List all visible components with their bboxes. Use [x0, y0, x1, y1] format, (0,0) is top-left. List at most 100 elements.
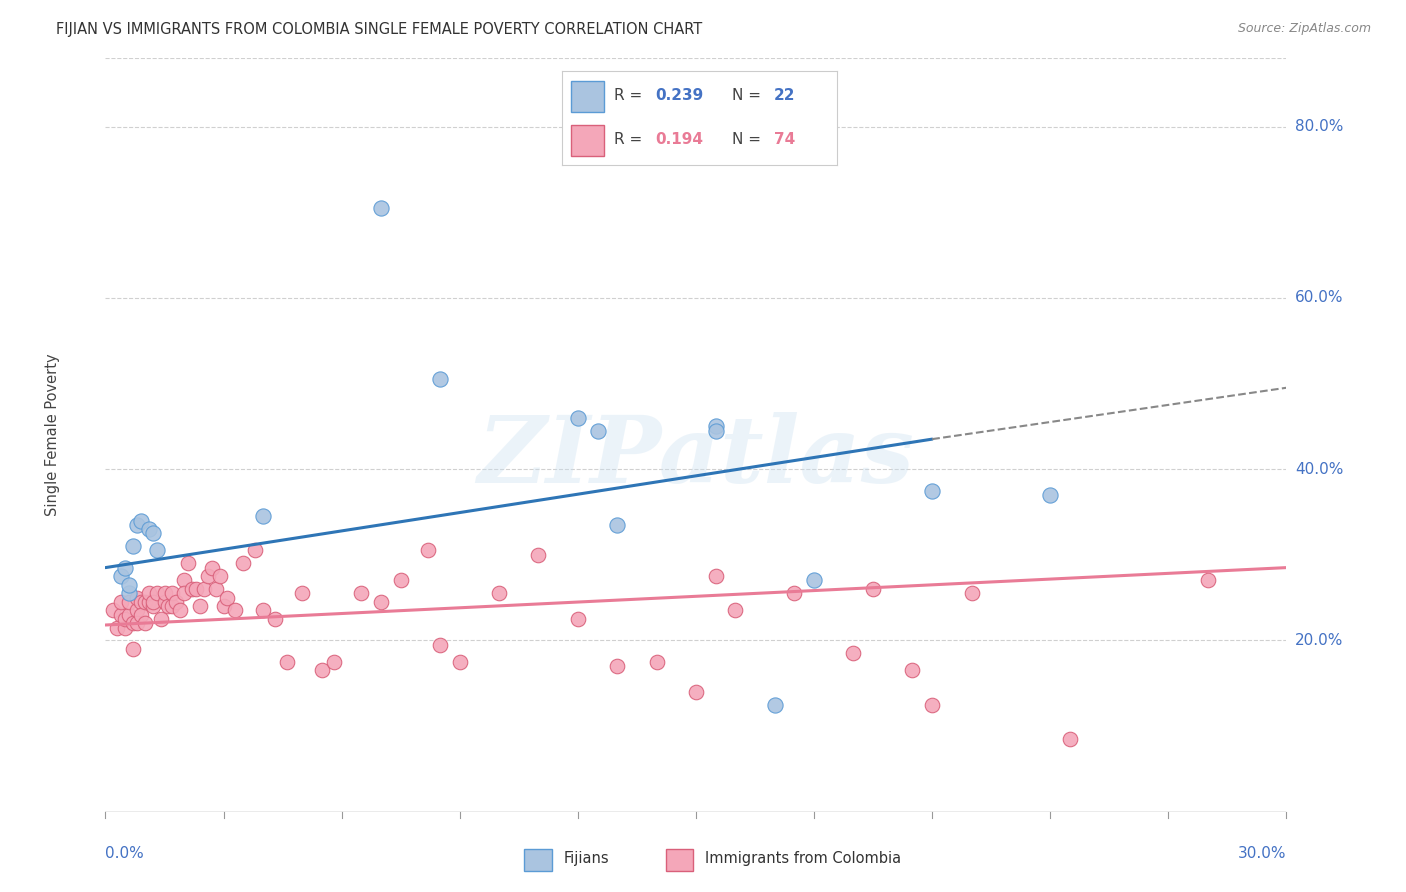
Point: [134, 616, 156, 631]
Point: [1039, 488, 1062, 502]
Point: [129, 595, 152, 609]
Point: [921, 698, 943, 712]
Point: [118, 586, 141, 600]
Text: N =: N =: [733, 132, 766, 147]
Text: 0.194: 0.194: [655, 132, 703, 147]
Point: [118, 595, 141, 609]
Point: [149, 612, 172, 626]
Point: [142, 595, 165, 609]
Text: 74: 74: [773, 132, 794, 147]
Point: [103, 603, 125, 617]
Text: FIJIAN VS IMMIGRANTS FROM COLOMBIA SINGLE FEMALE POVERTY CORRELATION CHART: FIJIAN VS IMMIGRANTS FROM COLOMBIA SINGL…: [56, 22, 703, 37]
Point: [1059, 731, 1081, 746]
Point: [488, 586, 510, 600]
Point: [184, 582, 207, 596]
Point: [157, 599, 180, 614]
Point: [606, 517, 628, 532]
Point: [110, 569, 132, 583]
Point: [567, 612, 589, 626]
Bar: [571, 125, 603, 156]
Text: R =: R =: [614, 132, 648, 147]
Text: Single Female Poverty: Single Female Poverty: [45, 353, 60, 516]
Point: [122, 616, 145, 631]
Point: [370, 201, 392, 215]
Point: [263, 612, 285, 626]
Point: [173, 586, 195, 600]
Point: [960, 586, 983, 600]
Point: [125, 591, 148, 605]
Point: [153, 586, 176, 600]
Point: [134, 595, 156, 609]
Point: [208, 569, 231, 583]
Point: [105, 621, 128, 635]
Point: [110, 607, 132, 622]
Point: [122, 539, 145, 553]
Point: [162, 599, 184, 614]
Point: [685, 685, 707, 699]
Text: 80.0%: 80.0%: [1295, 119, 1343, 134]
Text: ZIPatlas: ZIPatlas: [478, 412, 914, 502]
Point: [224, 603, 246, 617]
Point: [201, 560, 224, 574]
Point: [138, 595, 160, 609]
Text: 20.0%: 20.0%: [1295, 633, 1343, 648]
Point: [142, 599, 165, 614]
Point: [212, 599, 235, 614]
Point: [803, 574, 825, 588]
Point: [704, 424, 727, 438]
Point: [252, 603, 274, 617]
Text: Fijians: Fijians: [564, 851, 609, 866]
Point: [783, 586, 806, 600]
Text: 22: 22: [773, 88, 794, 103]
Point: [217, 591, 239, 605]
Point: [153, 595, 176, 609]
Text: 60.0%: 60.0%: [1295, 290, 1343, 305]
Point: [114, 560, 136, 574]
Point: [110, 595, 132, 609]
Point: [162, 586, 184, 600]
Point: [118, 607, 141, 622]
Point: [243, 543, 266, 558]
Point: [197, 569, 219, 583]
Point: [704, 419, 727, 434]
Point: [188, 599, 211, 614]
Point: [125, 616, 148, 631]
Point: [232, 557, 254, 571]
Text: 30.0%: 30.0%: [1239, 846, 1286, 861]
Text: 40.0%: 40.0%: [1295, 462, 1343, 476]
Point: [527, 548, 550, 562]
Point: [138, 586, 160, 600]
Point: [763, 698, 786, 712]
Point: [204, 582, 226, 596]
Point: [567, 410, 589, 425]
Point: [138, 522, 160, 536]
Text: 0.0%: 0.0%: [105, 846, 145, 861]
Point: [193, 582, 215, 596]
Point: [145, 543, 167, 558]
Point: [165, 595, 187, 609]
Text: N =: N =: [733, 88, 766, 103]
Point: [114, 612, 136, 626]
Point: [291, 586, 314, 600]
Point: [586, 424, 609, 438]
Point: [606, 659, 628, 673]
Point: [1197, 574, 1219, 588]
Bar: [524, 849, 551, 871]
Point: [322, 655, 344, 669]
Point: [724, 603, 747, 617]
Text: R =: R =: [614, 88, 648, 103]
Point: [842, 646, 865, 660]
Text: Immigrants from Colombia: Immigrants from Colombia: [706, 851, 901, 866]
Point: [181, 582, 204, 596]
Point: [114, 621, 136, 635]
Point: [142, 526, 165, 541]
Point: [125, 517, 148, 532]
Point: [921, 483, 943, 498]
Text: Source: ZipAtlas.com: Source: ZipAtlas.com: [1237, 22, 1371, 36]
Point: [125, 603, 148, 617]
Point: [129, 607, 152, 622]
Point: [389, 574, 412, 588]
Point: [118, 578, 141, 592]
Point: [449, 655, 471, 669]
Point: [173, 574, 195, 588]
